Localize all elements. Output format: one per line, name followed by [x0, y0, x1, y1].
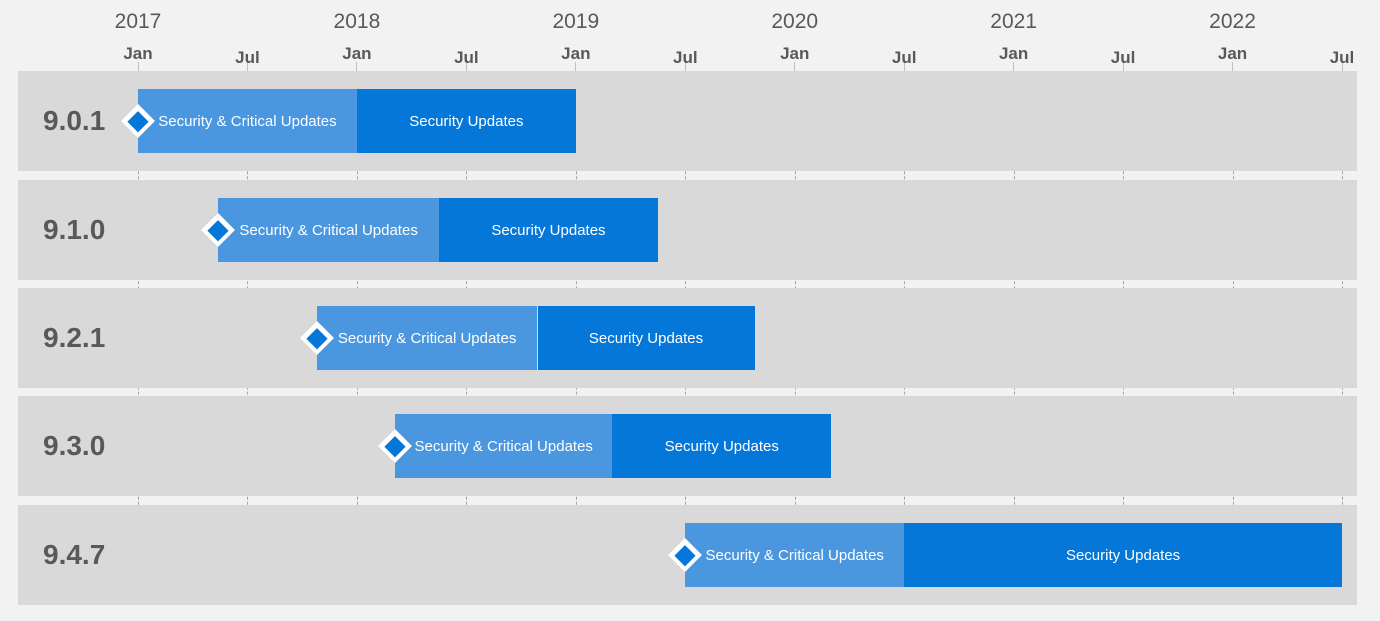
segment-label: Security & Critical Updates — [337, 329, 517, 347]
month-label: Jan — [998, 44, 1029, 63]
segment-label: Security & Critical Updates — [158, 112, 337, 130]
version-label: 9.2.1 — [43, 322, 106, 353]
axis-tick — [1341, 62, 1343, 71]
version-label: 9.1.0 — [43, 214, 106, 245]
segment-label: Security & Critical Updates — [705, 546, 884, 564]
segment-label: Security & Critical Updates — [239, 221, 418, 239]
phase-bar-security-updates: Security Updates — [612, 414, 832, 478]
phase-bar-security-updates: Security Updates — [537, 306, 755, 370]
axis-tick — [137, 62, 139, 71]
milestone-diamond-inner — [127, 110, 149, 132]
year-label: 2022 — [1209, 10, 1256, 33]
month-label: Jul — [891, 48, 917, 67]
phase-bar-security-updates: Security Updates — [439, 198, 658, 262]
year-label: 2018 — [333, 10, 381, 33]
axis-tick — [575, 62, 577, 71]
month-label: Jan — [1217, 44, 1248, 63]
month-label: Jan — [561, 44, 591, 63]
milestone-diamond-inner — [207, 219, 229, 241]
phase-bar-security-critical-updates: Security & Critical Updates — [316, 306, 538, 370]
milestone-diamond-inner — [674, 544, 696, 566]
month-label: Jul — [454, 48, 479, 67]
axis-tick — [903, 62, 905, 71]
segment-label: Security Updates — [491, 221, 606, 239]
phase-bar-security-updates: Security Updates — [904, 523, 1342, 587]
phase-bar-security-critical-updates: Security & Critical Updates — [685, 523, 905, 587]
year-label: 2019 — [552, 10, 600, 33]
axis-tick — [1232, 62, 1234, 71]
segment-label: Security Updates — [588, 329, 704, 347]
axis-tick — [684, 62, 686, 71]
month-label: Jul — [1329, 48, 1355, 67]
year-label: 2017 — [114, 10, 162, 33]
axis-tick — [794, 62, 796, 71]
axis-tick — [356, 62, 358, 71]
axis-tick — [246, 62, 248, 71]
milestone-diamond-inner — [384, 435, 406, 457]
version-label: 9.4.7 — [43, 539, 106, 570]
segment-label: Security Updates — [1065, 546, 1181, 564]
year-label: 2020 — [771, 10, 819, 33]
month-label: Jul — [235, 48, 260, 67]
month-label: Jan — [342, 44, 372, 63]
axis-tick — [465, 62, 467, 71]
phase-bar-security-critical-updates: Security & Critical Updates — [218, 198, 439, 262]
segment-label: Security Updates — [664, 437, 779, 455]
axis-tick — [1013, 62, 1015, 71]
month-label: Jan — [123, 44, 153, 63]
month-label: Jul — [1110, 48, 1136, 67]
month-label: Jan — [780, 44, 810, 63]
segment-label: Security & Critical Updates — [414, 437, 593, 455]
version-label: 9.0.1 — [43, 105, 106, 136]
segment-label: Security Updates — [409, 112, 524, 130]
phase-bar-security-updates: Security Updates — [356, 89, 576, 153]
version-label: 9.3.0 — [43, 430, 106, 461]
phase-bar-security-critical-updates: Security & Critical Updates — [395, 414, 613, 478]
year-label: 2021 — [990, 10, 1037, 33]
milestone-diamond-inner — [306, 327, 328, 349]
phase-bar-security-critical-updates: Security & Critical Updates — [138, 89, 357, 153]
month-label: Jul — [672, 48, 698, 67]
axis-tick — [1122, 62, 1124, 71]
